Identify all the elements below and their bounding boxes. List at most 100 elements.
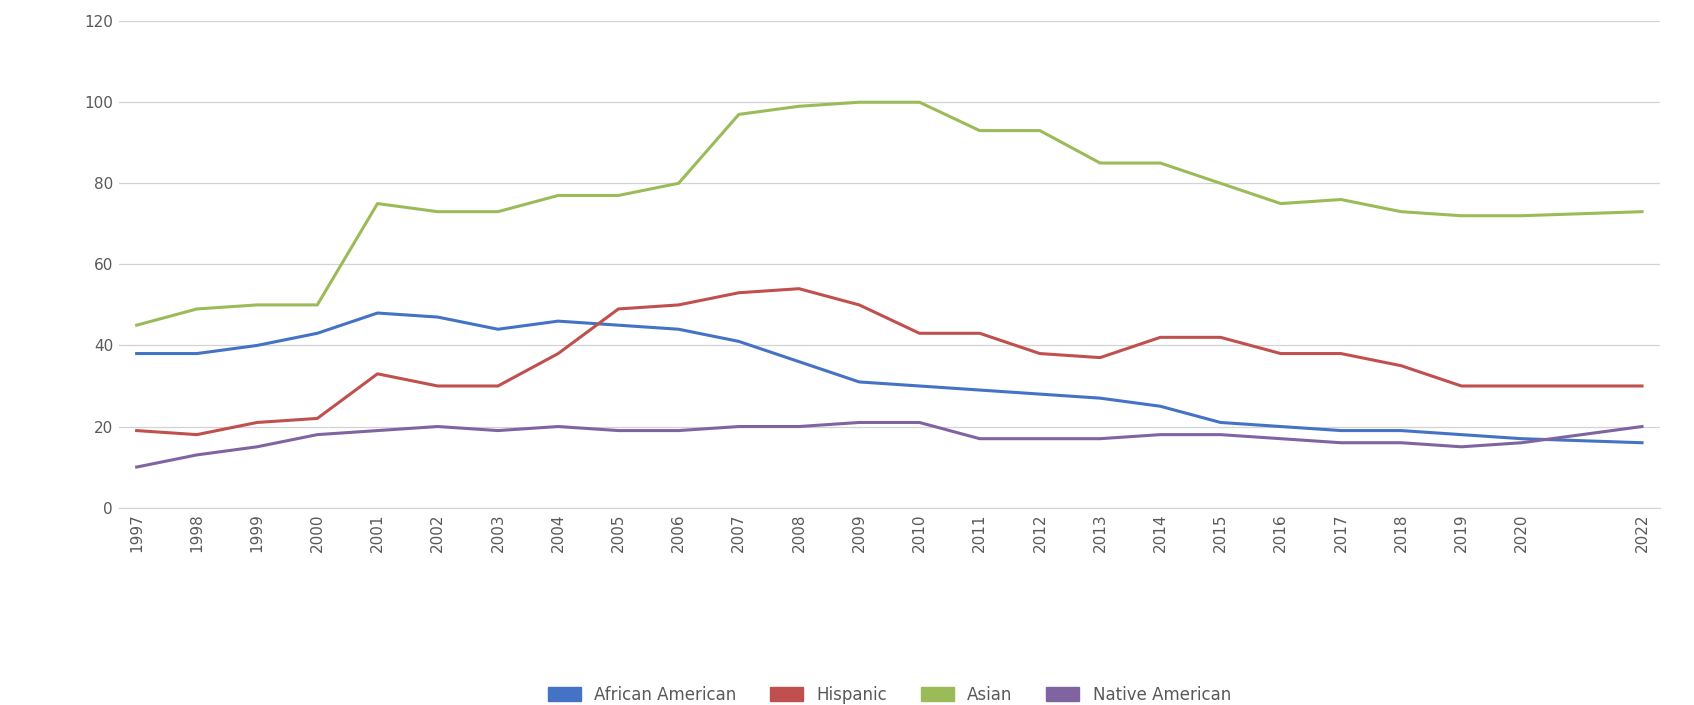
African American [488,325,508,333]
Native American [969,434,989,443]
Native American [1030,434,1050,443]
Asian [910,98,930,106]
Asian [1511,212,1531,220]
African American [368,309,388,317]
Asian [728,110,749,118]
African American [1270,422,1291,431]
Native American [1631,422,1652,431]
Asian [969,126,989,135]
Hispanic [1452,382,1472,391]
African American [1452,430,1472,439]
Asian [1452,212,1472,220]
Asian [1331,195,1352,204]
Native American [1211,430,1232,439]
Hispanic [849,300,869,309]
Asian [669,179,689,188]
Native American [427,422,447,431]
Hispanic [368,369,388,378]
Native American [488,427,508,435]
Native American [1511,439,1531,447]
African American [789,357,810,366]
Hispanic [669,300,689,309]
Asian [1270,200,1291,208]
Hispanic [1391,362,1411,370]
Native American [849,418,869,427]
Asian [427,207,447,216]
Asian [307,300,327,309]
Native American [1089,434,1110,443]
Asian [1150,159,1171,167]
Asian [368,200,388,208]
Hispanic [1030,349,1050,357]
African American [307,329,327,338]
Native American [307,430,327,439]
Asian [247,300,268,309]
Hispanic [728,288,749,297]
Native American [1391,439,1411,447]
Asian [127,321,147,329]
Native American [186,450,207,459]
African American [1331,427,1352,435]
Native American [728,422,749,431]
Hispanic [1089,353,1110,362]
Asian [1391,207,1411,216]
Hispanic [1211,333,1232,341]
Line: Hispanic: Hispanic [137,289,1641,434]
African American [849,378,869,386]
African American [608,321,628,329]
Asian [789,102,810,111]
African American [1089,394,1110,403]
Hispanic [910,329,930,338]
Native American [669,427,689,435]
African American [247,341,268,350]
Hispanic [186,430,207,439]
Line: African American: African American [137,313,1641,443]
African American [910,382,930,391]
African American [728,337,749,345]
African American [1030,390,1050,398]
Legend: African American, Hispanic, Asian, Native American: African American, Hispanic, Asian, Nativ… [547,685,1232,704]
Native American [127,462,147,471]
Hispanic [1631,382,1652,391]
Native American [1270,434,1291,443]
African American [669,325,689,333]
Hispanic [427,382,447,391]
Line: Native American: Native American [137,422,1641,467]
African American [1391,427,1411,435]
Hispanic [608,305,628,313]
Asian [186,305,207,313]
Asian [1211,179,1232,188]
Native American [608,427,628,435]
Native American [1150,430,1171,439]
Native American [247,443,268,451]
Asian [488,207,508,216]
African American [969,386,989,394]
Line: Asian: Asian [137,102,1641,325]
Asian [849,98,869,106]
African American [1511,434,1531,443]
African American [547,317,567,325]
Hispanic [488,382,508,391]
Hispanic [1511,382,1531,391]
Native American [547,422,567,431]
Asian [547,191,567,200]
African American [1211,418,1232,427]
Native American [368,427,388,435]
African American [127,349,147,357]
Hispanic [307,414,327,422]
Hispanic [127,427,147,435]
Asian [608,191,628,200]
Hispanic [1270,349,1291,357]
Asian [1089,159,1110,167]
Hispanic [247,418,268,427]
African American [1631,439,1652,447]
Hispanic [969,329,989,338]
African American [186,349,207,357]
Hispanic [789,284,810,293]
Asian [1631,207,1652,216]
Asian [1030,126,1050,135]
Native American [1452,443,1472,451]
Hispanic [547,349,567,357]
Hispanic [1331,349,1352,357]
Native American [910,418,930,427]
